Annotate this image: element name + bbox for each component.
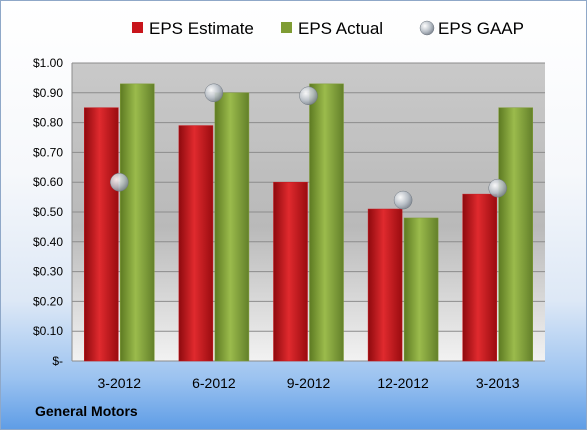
- eps-actual-bar: [403, 217, 439, 362]
- x-tick-label: 12-2012: [377, 375, 429, 391]
- eps-estimate-bar: [84, 107, 119, 362]
- eps-gaap-point: [488, 178, 507, 198]
- y-tick-label: $-: [52, 354, 63, 368]
- eps-gaap-point: [299, 86, 318, 106]
- eps-actual-bar: [309, 83, 344, 362]
- y-tick-label: $1.00: [33, 56, 63, 70]
- eps-estimate-bar: [462, 193, 497, 362]
- y-tick-label: $0.70: [33, 145, 63, 159]
- legend-estimate-swatch: [132, 22, 143, 33]
- legend-label: EPS Estimate: [149, 19, 254, 38]
- y-tick-label: $0.10: [33, 324, 63, 338]
- y-tick-label: $0.30: [33, 265, 63, 279]
- x-tick-label: 9-2012: [287, 375, 331, 391]
- x-axis: 3-2012 6-2012 9-2012 12-2012 3-2013: [98, 375, 520, 391]
- x-tick-label: 6-2012: [192, 375, 236, 391]
- eps-estimate-bar: [367, 208, 403, 362]
- legend-label: EPS GAAP: [438, 19, 524, 38]
- company-label: General Motors: [35, 403, 138, 419]
- y-tick-label: $0.80: [33, 116, 63, 130]
- legend-label: EPS Actual: [298, 19, 383, 38]
- eps-actual-bar: [120, 83, 155, 362]
- y-tick-label: $0.20: [33, 294, 63, 308]
- y-tick-label: $0.40: [33, 235, 63, 249]
- y-tick-label: $0.90: [33, 86, 63, 100]
- eps-actual-bar: [498, 107, 533, 362]
- y-tick-label: $0.50: [33, 205, 63, 219]
- eps-gaap-point: [393, 190, 413, 210]
- x-tick-label: 3-2012: [98, 375, 142, 391]
- eps-gaap-point: [204, 83, 224, 103]
- gaap-points: [110, 83, 507, 210]
- eps-gaap-point: [110, 172, 129, 192]
- y-tick-label: $0.60: [33, 175, 63, 189]
- legend: EPS Estimate EPS Actual EPS GAAP: [132, 19, 524, 38]
- legend-gaap-swatch: [419, 20, 435, 36]
- x-tick-label: 3-2013: [476, 375, 520, 391]
- eps-estimate-bar: [178, 125, 214, 362]
- eps-estimate-bar: [273, 181, 308, 362]
- bars: [84, 83, 533, 362]
- eps-actual-bar: [214, 92, 250, 362]
- y-axis: $- $0.10 $0.20 $0.30 $0.40 $0.50 $0.60 $0.70 $0.…: [33, 56, 73, 368]
- legend-actual-swatch: [281, 22, 292, 33]
